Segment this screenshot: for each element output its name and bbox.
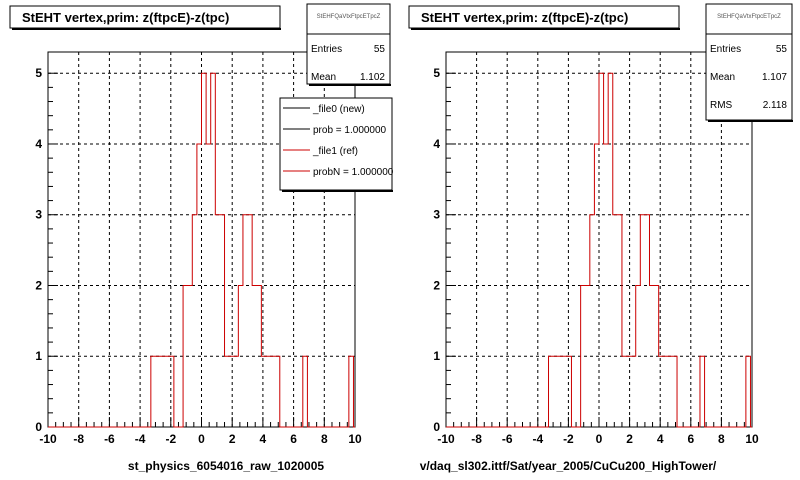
- y-tick-label-0: 4: [35, 137, 42, 151]
- y-tick-label-0: 2: [35, 278, 42, 292]
- x-tick-label-1: -8: [471, 432, 482, 446]
- x-tick-label-0: 10: [348, 432, 362, 446]
- y-tick-label-1: 4: [433, 137, 440, 151]
- stats-label-1: RMS: [710, 100, 733, 111]
- x-tick-label-0: -6: [104, 432, 115, 446]
- x-tick-label-0: 2: [229, 432, 236, 446]
- x-tick-label-1: -10: [437, 432, 455, 446]
- x-tick-label-1: 4: [657, 432, 664, 446]
- x-tick-label-1: 6: [687, 432, 694, 446]
- stats-label-0: Mean: [311, 72, 336, 83]
- legend-label-0-2: _file1 (ref): [312, 146, 358, 157]
- x-tick-label-1: 8: [718, 432, 725, 446]
- x-tick-label-0: 6: [290, 432, 297, 446]
- stats-value-0: 55: [374, 44, 386, 55]
- legend-label-0-3: probN = 1.000000: [313, 167, 394, 178]
- histogram-series-0-0: [48, 72, 355, 428]
- stats-value-1: 2.118: [763, 100, 788, 111]
- chart-title-1: StEHT vertex,prim: z(ftpcE)-z(tpc): [421, 10, 628, 25]
- stats-value-0: 1.102: [360, 72, 385, 83]
- y-tick-label-1: 3: [433, 208, 440, 222]
- x-tick-label-0: 8: [321, 432, 328, 446]
- histogram-series-1-0: [446, 72, 752, 428]
- y-tick-label-1: 0: [433, 420, 440, 434]
- stats-label-1: Mean: [710, 72, 735, 83]
- x-tick-label-0: 4: [260, 432, 267, 446]
- chart-title-0: StEHT vertex,prim: z(ftpcE)-z(tpc): [22, 10, 229, 25]
- x-tick-label-0: -4: [135, 432, 146, 446]
- stats-label-1: Entries: [710, 44, 741, 55]
- y-tick-label-0: 5: [35, 66, 42, 80]
- x-axis-label-1: v/daq_sl302.ittf/Sat/year_2005/CuCu200_H…: [420, 459, 717, 473]
- stats-box-0: [306, 3, 391, 85]
- legend-label-0-0: _file0 (new): [312, 104, 365, 115]
- x-tick-label-0: -10: [39, 432, 57, 446]
- x-tick-label-1: 10: [745, 432, 759, 446]
- x-tick-label-1: -6: [502, 432, 513, 446]
- legend-label-0-1: prob = 1.000000: [313, 125, 387, 136]
- y-tick-label-1: 2: [433, 278, 440, 292]
- x-tick-label-1: -2: [563, 432, 574, 446]
- x-tick-label-1: 0: [596, 432, 603, 446]
- stats-value-1: 1.107: [762, 72, 787, 83]
- y-tick-label-0: 0: [35, 420, 42, 434]
- x-tick-label-1: -4: [532, 432, 543, 446]
- x-tick-label-0: -2: [165, 432, 176, 446]
- y-tick-label-1: 1: [433, 349, 440, 363]
- x-tick-label-1: 2: [626, 432, 633, 446]
- x-tick-label-0: 0: [198, 432, 205, 446]
- stats-box-1: [705, 3, 793, 121]
- stats-name-0: StEHFQaVtxFtpcETpcZ: [317, 14, 381, 20]
- y-tick-label-0: 1: [35, 349, 42, 363]
- stats-value-1: 55: [776, 44, 788, 55]
- y-tick-label-1: 5: [433, 66, 440, 80]
- x-axis-label-0: st_physics_6054016_raw_1020005: [128, 459, 324, 473]
- stats-name-1: StEHFQaVtxFtpcETpcZ: [717, 14, 781, 20]
- x-tick-label-0: -8: [73, 432, 84, 446]
- y-tick-label-0: 3: [35, 208, 42, 222]
- stats-label-0: Entries: [311, 44, 342, 55]
- legend-box-0: [279, 97, 393, 191]
